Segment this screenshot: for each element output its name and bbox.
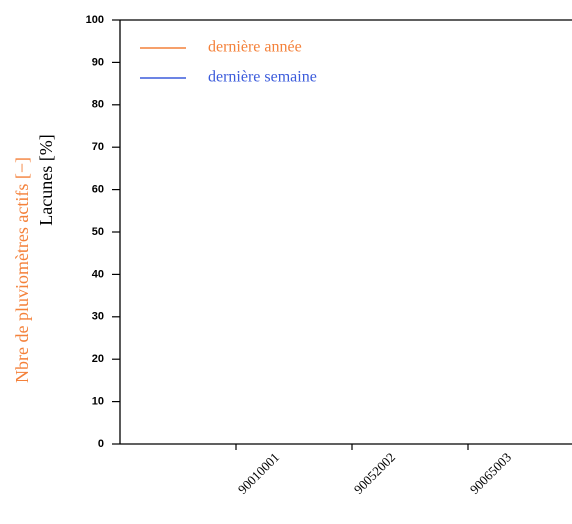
y-tick-label: 30 — [92, 311, 104, 323]
legend-label: dernière semaine — [208, 69, 317, 86]
y-tick-label: 10 — [92, 396, 104, 408]
legend-label: dernière année — [208, 39, 302, 56]
y-tick-label: 0 — [98, 438, 104, 450]
y-tick-label: 100 — [86, 14, 104, 26]
y-tick-label: 70 — [92, 141, 104, 153]
y-tick-label: 60 — [92, 184, 104, 196]
x-tick-label: 90052002 — [351, 450, 398, 497]
y-tick-label: 80 — [92, 99, 104, 111]
x-tick-label: 90010001 — [235, 450, 282, 497]
x-tick-label: 90065003 — [467, 450, 514, 497]
y-tick-label: 90 — [92, 56, 104, 68]
y-axis-label: Lacunes [%] — [36, 134, 56, 225]
y-tick-label: 20 — [92, 353, 104, 365]
y-tick-label: 50 — [92, 226, 104, 238]
y-tick-label: 40 — [92, 268, 104, 280]
y2-axis-label: Nbre de pluviomètres actifs [−] — [12, 157, 32, 383]
